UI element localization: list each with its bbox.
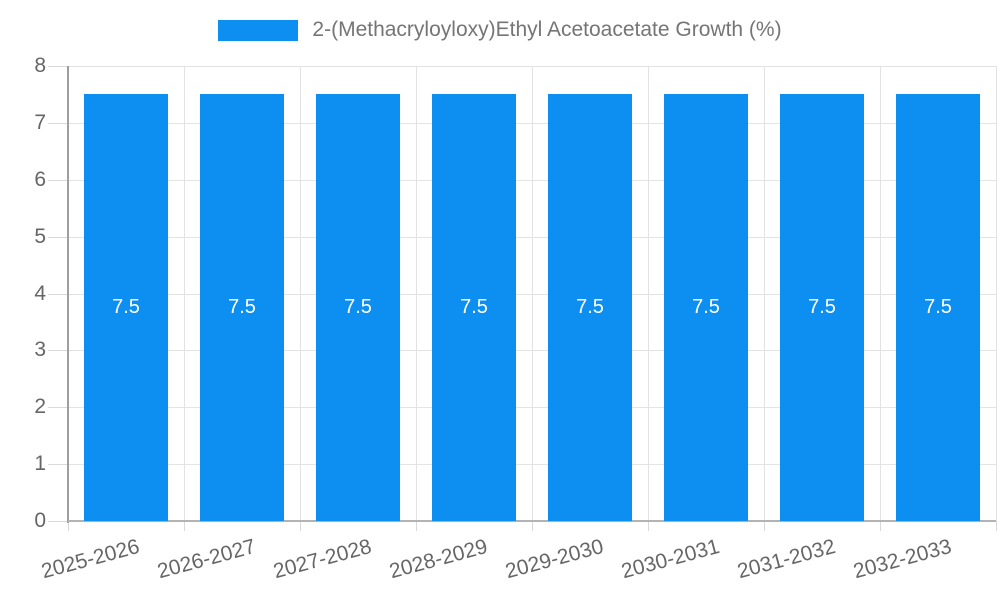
bar: 7.5 (200, 94, 284, 521)
x-axis-tick (764, 521, 765, 531)
y-axis-tick-label: 2 (34, 395, 46, 419)
x-axis-tick (880, 521, 881, 531)
y-axis-tick (48, 122, 68, 124)
y-axis-tick (48, 407, 68, 409)
y-axis-tick (48, 521, 68, 522)
legend-color-swatch (218, 19, 299, 41)
v-gridline (880, 66, 881, 521)
y-axis-tick-label: 5 (34, 224, 46, 248)
y-axis-tick-label: 1 (34, 452, 46, 476)
bar: 7.5 (664, 94, 748, 521)
x-axis-line (68, 520, 996, 522)
x-axis-tick (416, 521, 417, 531)
v-gridline (648, 66, 649, 521)
v-gridline (996, 66, 997, 521)
y-axis-tick (48, 236, 68, 238)
y-axis-tick-label: 8 (34, 54, 46, 77)
bar: 7.5 (780, 94, 864, 521)
x-axis-tick (184, 521, 185, 531)
bar-value-label: 7.5 (576, 296, 604, 319)
v-gridline (532, 66, 533, 521)
y-axis-tick-label: 3 (34, 338, 46, 362)
x-axis-tick (68, 521, 69, 531)
x-axis-tick (300, 521, 301, 531)
bar-value-label: 7.5 (344, 296, 372, 319)
y-axis-line (67, 66, 69, 523)
bar-value-label: 7.5 (808, 296, 836, 319)
v-gridline (416, 66, 417, 521)
x-axis-tick (996, 521, 997, 531)
y-axis-tick (48, 350, 68, 352)
v-gridline (300, 66, 301, 521)
v-gridline (184, 66, 185, 521)
bar-value-label: 7.5 (228, 296, 256, 319)
bar: 7.5 (548, 94, 632, 521)
legend-series-label: 2-(Methacryloyloxy)Ethyl Acetoacetate Gr… (312, 18, 782, 41)
bar: 7.5 (432, 94, 516, 521)
bar-value-label: 7.5 (924, 296, 952, 319)
x-axis-tick (648, 521, 649, 531)
y-axis-tick (48, 179, 68, 181)
bar: 7.5 (316, 94, 400, 521)
bar-value-label: 7.5 (460, 296, 488, 319)
bar: 7.5 (896, 94, 980, 521)
bar-value-label: 7.5 (692, 296, 720, 319)
y-axis-tick-label: 4 (34, 281, 46, 305)
v-gridline (764, 66, 765, 521)
y-axis-tick-label: 0 (34, 509, 46, 532)
bar-value-label: 7.5 (112, 296, 140, 319)
y-axis-tick (48, 464, 68, 466)
bar: 7.5 (84, 94, 168, 521)
x-axis-tick (532, 521, 533, 531)
y-axis-tick (48, 66, 68, 67)
y-axis-tick-label: 7 (34, 110, 46, 134)
y-axis-tick-label: 6 (34, 167, 46, 191)
y-axis-tick (48, 293, 68, 295)
chart-legend: 2-(Methacryloyloxy)Ethyl Acetoacetate Gr… (0, 18, 1000, 42)
